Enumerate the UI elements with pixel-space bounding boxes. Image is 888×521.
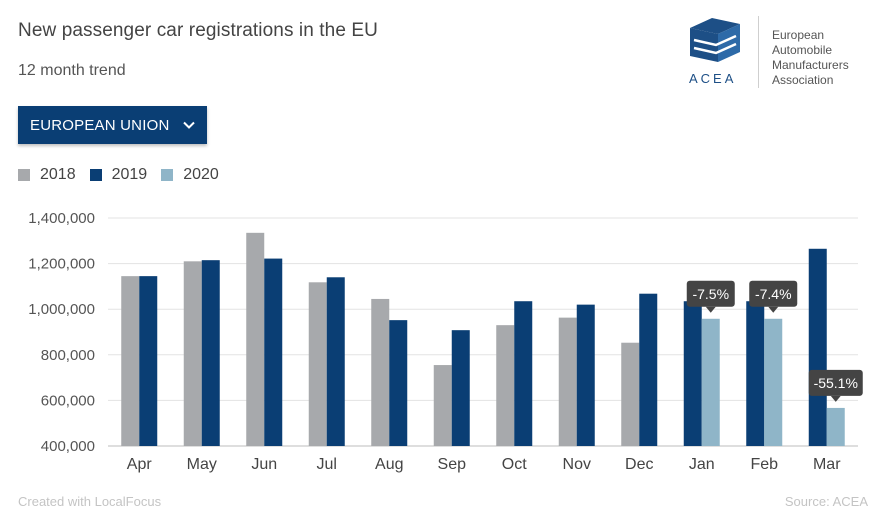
logo-acronym: ACEA — [689, 71, 737, 86]
y-tick-label: 800,000 — [41, 347, 95, 364]
bar-2019-feb — [746, 301, 765, 446]
logo-line: European — [772, 28, 825, 42]
chart-legend: 2018 2019 2020 — [18, 166, 233, 184]
x-tick-label: Jun — [251, 456, 277, 473]
bar-2019-dec — [639, 293, 658, 446]
legend-label-2019: 2019 — [111, 166, 148, 183]
bar-2019-oct — [514, 301, 533, 446]
x-tick-label: Dec — [625, 456, 653, 473]
annotation-box — [686, 280, 735, 307]
legend-label-2018: 2018 — [40, 166, 76, 183]
annotation-pointer — [768, 306, 779, 313]
region-dropdown[interactable]: EUROPEAN UNION — [18, 106, 207, 144]
bar-2018-sep — [433, 365, 452, 446]
x-tick-label: Mar — [813, 456, 841, 473]
annotation-label: -7.4% — [755, 286, 792, 302]
legend-swatch-2020 — [161, 169, 174, 181]
x-tick-label: Sep — [438, 456, 467, 473]
annotation-label: -55.1% — [814, 375, 858, 391]
legend-swatch-2018 — [18, 169, 30, 181]
bar-2019-jan — [683, 301, 702, 446]
logo-divider — [758, 16, 759, 88]
y-tick-label: 1,000,000 — [28, 301, 95, 318]
bar-2020-feb — [764, 318, 783, 446]
bar-2019-may — [201, 260, 220, 446]
annotation-label: -7.5% — [692, 286, 729, 302]
legend-label-2020: 2020 — [183, 166, 219, 183]
legend-swatch-2019 — [89, 169, 102, 181]
bar-2018-dec — [621, 342, 640, 446]
annotation-pointer — [705, 306, 716, 313]
footer-source: Source: ACEA — [784, 494, 868, 509]
y-tick-label: 400,000 — [41, 438, 95, 455]
logo-line: Automobile — [772, 43, 833, 57]
bar-2018-nov — [558, 317, 577, 446]
logo-line: Association — [772, 73, 834, 87]
annotation-box — [808, 369, 863, 396]
bar-2019-jul — [326, 277, 345, 446]
x-tick-label: May — [187, 456, 217, 473]
x-tick-label: Feb — [750, 456, 778, 473]
chart-subtitle: 12 month trend — [18, 62, 126, 79]
bar-2019-mar — [808, 248, 827, 446]
legend-item-2020[interactable]: 2020 — [161, 166, 219, 184]
x-tick-label: Apr — [127, 456, 153, 473]
region-dropdown-label: EUROPEAN UNION — [30, 116, 170, 134]
x-tick-label: Oct — [502, 456, 527, 473]
bar-2019-nov — [576, 304, 595, 446]
bar-2018-apr — [121, 276, 140, 446]
bar-2018-aug — [371, 298, 390, 446]
annotation-box — [749, 280, 798, 307]
chart-title: New passenger car registrations in the E… — [18, 20, 378, 41]
y-tick-label: 600,000 — [41, 392, 95, 409]
bar-2018-may — [183, 261, 202, 446]
x-tick-label: Nov — [563, 456, 591, 473]
x-tick-label: Aug — [375, 456, 403, 473]
logo-line: Manufacturers — [772, 58, 849, 72]
legend-item-2018[interactable]: 2018 — [18, 166, 76, 184]
x-tick-label: Jul — [317, 456, 337, 473]
logo-org-name: European Automobile Manufacturers Associ… — [772, 28, 849, 88]
x-tick-label: Jan — [689, 456, 715, 473]
annotation-pointer — [830, 395, 841, 402]
bar-2018-jul — [308, 282, 327, 446]
acea-logo-icon — [690, 18, 740, 62]
bar-2019-jun — [264, 258, 283, 446]
bar-2019-aug — [389, 320, 408, 446]
bar-2020-mar — [826, 407, 845, 446]
bar-2020-jan — [701, 318, 720, 446]
chevron-down-icon — [182, 121, 195, 129]
y-tick-label: 1,400,000 — [28, 210, 95, 227]
legend-item-2019[interactable]: 2019 — [89, 166, 148, 184]
bar-2019-apr — [139, 276, 158, 446]
bar-2019-sep — [451, 330, 470, 446]
y-tick-label: 1,200,000 — [28, 256, 95, 273]
footer-credit[interactable]: Created with LocalFocus — [18, 494, 162, 509]
bar-2018-oct — [496, 325, 515, 446]
bar-2018-jun — [246, 232, 265, 446]
